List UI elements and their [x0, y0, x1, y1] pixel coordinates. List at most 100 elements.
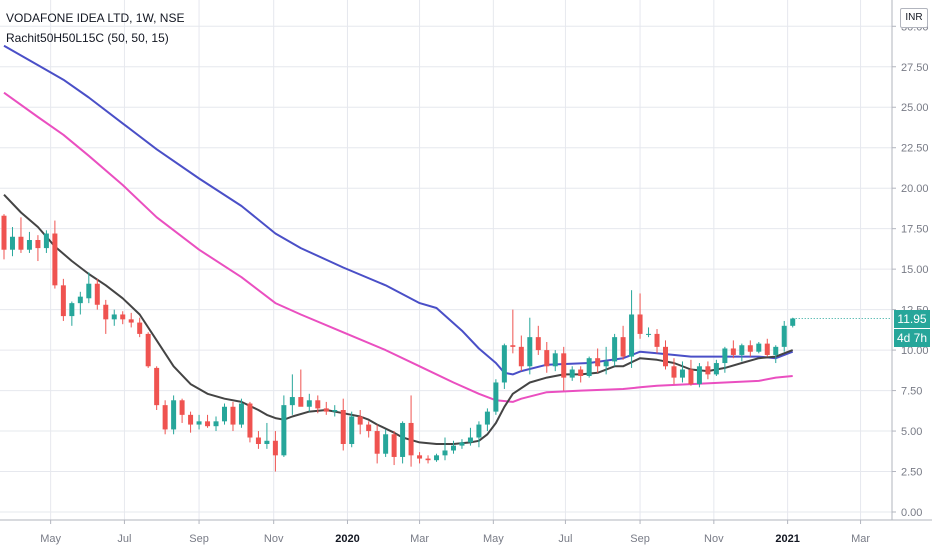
chart-legend: VODAFONE IDEA LTD, 1W, NSE Rachit50H50L1… — [6, 8, 184, 48]
candle-up — [722, 348, 728, 364]
candle-up — [790, 318, 796, 326]
candle-up — [289, 397, 295, 406]
candle-up — [442, 450, 448, 456]
candle-up — [484, 411, 490, 425]
candle-up — [586, 358, 592, 376]
candle-down — [595, 358, 601, 367]
candle-up — [434, 455, 440, 461]
candle-down — [518, 346, 524, 367]
candle-up — [773, 346, 779, 355]
candle-up — [781, 325, 787, 347]
candle-up — [222, 406, 227, 422]
x-tick-label: 2021 — [775, 533, 799, 545]
candle-up — [679, 369, 685, 378]
ma-line-2 — [3, 91, 793, 403]
candle-down — [120, 314, 126, 320]
candle-down — [535, 337, 541, 351]
candle-down — [230, 406, 236, 425]
candle-up — [476, 424, 482, 438]
y-tick-label: 17.50 — [901, 224, 929, 236]
candle-down — [671, 366, 677, 378]
candle-up — [713, 363, 719, 375]
candle-up — [756, 343, 762, 352]
candle-up — [527, 337, 533, 367]
candle-down — [578, 369, 584, 376]
candle-up — [111, 314, 117, 320]
candle-down — [128, 319, 134, 323]
candle-up — [264, 440, 270, 444]
x-tick-label: Jul — [117, 533, 131, 545]
price-axis[interactable]: 0.002.505.007.5010.0012.5015.0017.5020.0… — [892, 21, 929, 519]
y-tick-label: 2.50 — [901, 467, 922, 479]
candle-up — [306, 400, 312, 407]
candle-down — [247, 403, 253, 438]
candle-down — [94, 283, 100, 305]
x-tick-label: Nov — [264, 533, 284, 545]
candle-down — [408, 422, 414, 456]
candle-down — [764, 343, 770, 355]
candle-down — [1, 215, 7, 250]
candle-down — [366, 424, 372, 432]
candle-down — [663, 346, 668, 367]
candle-up — [739, 345, 745, 355]
candle-down — [730, 348, 736, 355]
candlesticks — [1, 214, 892, 472]
candle-up — [629, 314, 635, 357]
candle-down — [425, 458, 431, 461]
candle-down — [561, 353, 567, 378]
candle-up — [569, 369, 575, 378]
ma-line-1 — [3, 44, 794, 376]
candle-up — [77, 296, 83, 304]
indicator-title[interactable]: Rachit50H50L15C (50, 50, 15) — [6, 31, 169, 45]
candle-up — [43, 233, 49, 249]
candle-down — [323, 408, 329, 412]
symbol-title[interactable]: VODAFONE IDEA LTD, 1W, NSE — [6, 11, 185, 25]
candle-down — [391, 434, 397, 457]
candle-up — [603, 361, 609, 367]
candle-down — [374, 431, 380, 454]
candle-up — [467, 437, 473, 443]
y-tick-label: 25.00 — [901, 102, 929, 114]
x-tick-label: 2020 — [335, 533, 359, 545]
y-tick-label: 20.00 — [901, 183, 929, 195]
candle-up — [459, 442, 465, 446]
y-tick-label: 10.00 — [901, 345, 929, 357]
candle-up — [238, 403, 244, 425]
candle-down — [620, 337, 626, 357]
candle-down — [272, 440, 278, 456]
moving-average-lines — [3, 44, 794, 445]
candle-up — [86, 283, 92, 299]
candle-down — [544, 350, 550, 367]
candle-up — [171, 400, 177, 430]
candle-up — [646, 333, 652, 335]
candle-down — [688, 369, 694, 385]
currency-unit-label[interactable]: INR — [900, 8, 928, 28]
x-tick-label: Mar — [851, 533, 870, 545]
y-tick-label: 0.00 — [901, 507, 922, 519]
candle-up — [196, 421, 202, 425]
candle-up — [400, 422, 406, 457]
x-tick-label: Sep — [189, 533, 209, 545]
y-tick-label: 22.50 — [901, 143, 929, 155]
candle-up — [612, 337, 618, 362]
candle-down — [637, 314, 643, 334]
bar-countdown-label: 4d 7h — [894, 328, 930, 347]
candle-down — [255, 437, 261, 444]
candle-up — [696, 366, 702, 385]
time-axis[interactable]: May Jul Sep Nov 2020 Mar May Jul Sep Nov 2021 Mar — [40, 520, 870, 545]
candle-up — [552, 353, 558, 367]
candle-up — [493, 382, 499, 412]
candle-up — [332, 410, 338, 412]
last-price-label: 11.95 — [894, 309, 930, 328]
grid-lines — [0, 0, 892, 520]
x-tick-label: Mar — [410, 533, 429, 545]
candle-up — [281, 405, 287, 456]
candle-down — [154, 367, 160, 406]
candle-down — [417, 455, 423, 459]
x-tick-label: May — [40, 533, 61, 545]
y-tick-label: 15.00 — [901, 264, 929, 276]
x-tick-label: Nov — [704, 533, 724, 545]
candle-down — [747, 345, 753, 352]
candle-down — [357, 416, 363, 425]
